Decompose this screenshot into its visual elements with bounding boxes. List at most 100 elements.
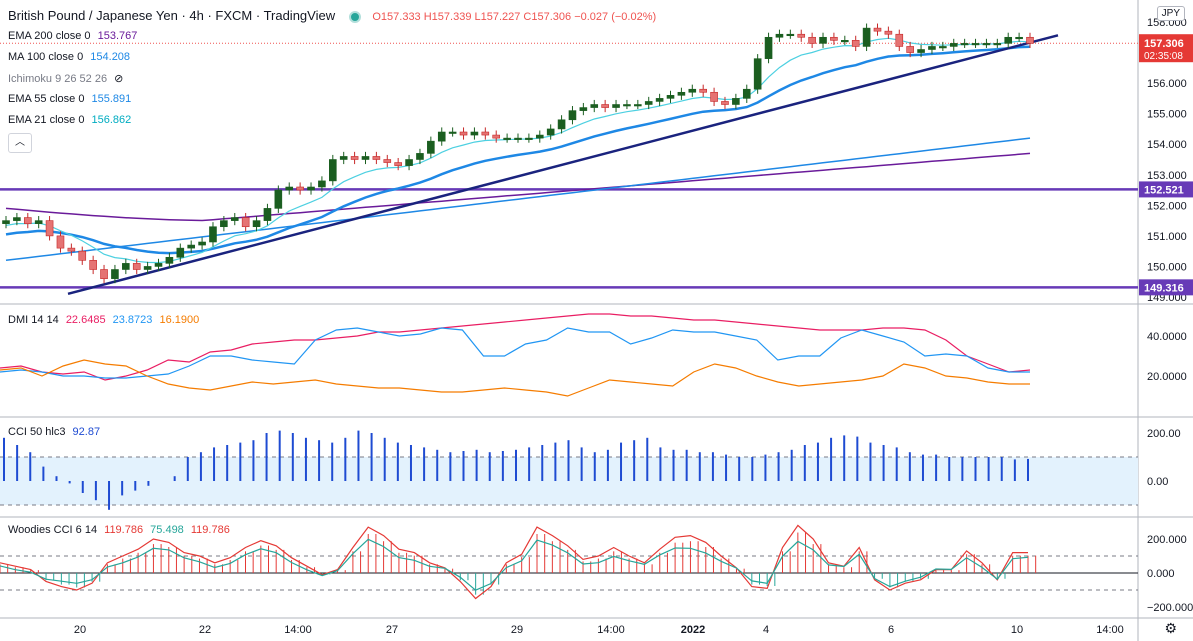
price-level-tag [1139,279,1193,296]
price-axis-label: 155.000 [1147,109,1187,121]
candle-body [1015,36,1023,40]
price-axis-label: 156.000 [1147,78,1187,90]
price-level-tag [1139,181,1193,198]
indicator-value: 156.862 [91,114,132,126]
legend-ma100[interactable]: MA 100 close 0 154.208 [8,51,134,63]
countdown-label: 02:35:08 [1144,51,1183,62]
candle-body [655,98,664,102]
price-axis-label: 150.000 [1147,261,1187,273]
symbol-title: British Pound / Japanese Yen · 4h · FXCM… [8,8,336,23]
candle-body [775,33,784,38]
candle-body [764,36,773,59]
candle-body [1026,36,1034,44]
candle-body [470,131,479,136]
price-axis-label: 153.000 [1147,170,1187,182]
candle-body [623,104,631,107]
candle-body [111,269,119,279]
time-axis-label: 20 [74,624,86,636]
candle-body [590,104,599,108]
candle-body [644,101,653,105]
candle-body [851,40,860,47]
ema200-line [5,152,1031,222]
indicator-name: MA 100 close 0 [8,51,84,63]
indicator-name: Ichimoku 9 26 52 26 [8,73,108,85]
price-axis-label: 152.000 [1147,200,1187,212]
gear-icon[interactable]: ⚙ [1164,620,1177,636]
candle-body [405,159,413,166]
candle-body [579,107,588,111]
candle-body [601,104,609,108]
candle-body [492,134,501,139]
candle-body [557,119,566,130]
candle-body [350,156,359,160]
candle-body [176,247,185,258]
candle-body [187,244,195,249]
indicator-value: 154.208 [90,51,131,63]
time-axis-label: 6 [888,624,894,636]
candle-body [45,220,54,237]
candle-body [34,220,43,224]
candle-body [132,263,141,270]
candle-body [753,58,762,90]
chevron-up-icon[interactable]: ︿ [8,133,32,153]
candle-body [318,180,326,188]
time-axis-label: 10 [1011,624,1023,636]
candle-body [612,104,620,108]
ma100-line [5,137,1031,262]
candle-body [666,95,675,99]
candle-body [546,128,555,136]
time-axis-label: 14:00 [284,624,312,636]
candle-body [307,186,315,191]
candle-body [710,91,718,102]
woodies-cci-line [0,524,1028,600]
candle-body [437,131,446,142]
indicator-name: EMA 55 close 0 [8,93,85,105]
time-axis-label: 4 [763,624,769,636]
candle-body [841,40,849,43]
indicator-name: DMI 14 14 [8,314,59,326]
currency-button[interactable]: JPY [1156,6,1185,21]
woodies-turbo-line [0,538,1029,591]
woodies-value-3: 119.786 [190,524,230,536]
candle-body [873,27,882,32]
legend-cci[interactable]: CCI 50 hlc3 92.87 [8,426,104,438]
candle-body [993,43,1002,46]
candle-body [56,235,65,249]
ema21-line [5,37,1031,264]
candle-body [296,186,304,191]
candle-body [2,220,10,224]
candle-body [416,153,424,160]
candle-body [143,266,152,270]
candle-body [742,88,751,99]
cci-axis-label: 0.00 [1147,476,1168,488]
candle-body [394,162,402,166]
market-status-dot-icon [348,10,361,23]
indicator-name: Woodies CCI 6 14 [8,524,98,536]
legend-ema55[interactable]: EMA 55 close 0 155.891 [8,93,135,105]
candle-body [960,43,969,46]
woodies-axis-label: 0.000 [1147,568,1175,580]
price-level-label: 149.316 [1144,282,1184,294]
chart-title: British Pound / Japanese Yen · 4h · FXCM… [8,8,656,23]
indicator-name: EMA 200 close 0 [8,30,91,42]
legend-woodies[interactable]: Woodies CCI 6 14 119.786 75.498 119.786 [8,524,234,536]
legend-ema21[interactable]: EMA 21 close 0 156.862 [8,114,135,126]
price-axis-label: 154.000 [1147,139,1187,151]
candle-body [220,220,228,228]
candle-body [67,247,76,252]
trendline [67,34,1059,296]
legend-dmi[interactable]: DMI 14 14 22.6485 23.8723 16.1900 [8,314,203,326]
cci-axis-label: 200.00 [1147,428,1181,440]
eye-off-icon[interactable]: ⊘ [114,73,124,85]
candle-body [568,110,577,121]
price-axis-label: 151.000 [1147,231,1187,243]
candle-body [895,33,904,47]
legend-ema200[interactable]: EMA 200 close 0 153.767 [8,30,141,42]
candle-body [209,226,217,243]
legend-ichimoku[interactable]: Ichimoku 9 26 52 26 ⊘ [8,72,127,85]
candle-body [928,46,936,50]
candle-body [89,260,97,270]
candle-body [525,137,533,140]
indicator-value: 155.891 [91,93,132,105]
